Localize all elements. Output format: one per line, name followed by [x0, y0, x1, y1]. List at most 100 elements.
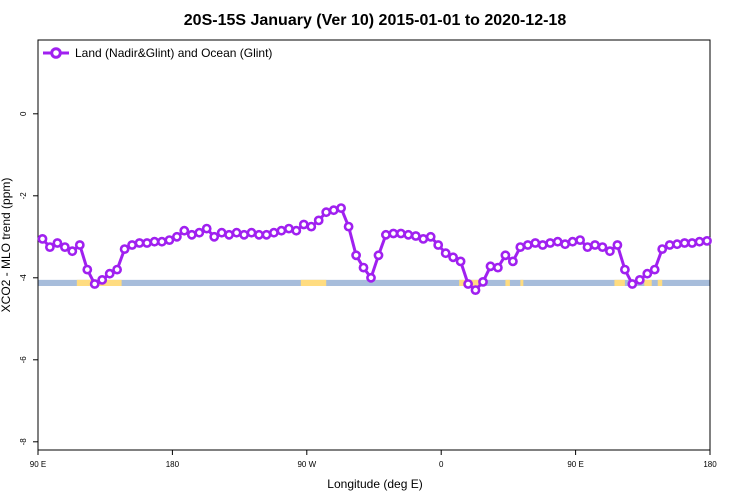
- data-point: [590, 240, 600, 250]
- x-tick-label: 90 E: [30, 460, 46, 469]
- x-tick-label: 180: [166, 460, 180, 469]
- axes: 90 E 180 90 W 0 90 E 180 0 -2 -4 -6 -8: [19, 111, 717, 469]
- data-point: [343, 221, 354, 232]
- data-point: [156, 236, 167, 247]
- y-tick-label: -4: [19, 274, 28, 282]
- data-point: [522, 240, 533, 250]
- x-tick-label: 90 W: [297, 460, 316, 469]
- data-point: [612, 240, 623, 250]
- data-point: [672, 239, 682, 250]
- data-point: [254, 229, 264, 240]
- data-point: [313, 215, 324, 226]
- data-point: [37, 233, 48, 244]
- data-point: [634, 274, 645, 285]
- data-point: [664, 240, 675, 250]
- data-point: [209, 231, 220, 242]
- data-point: [119, 244, 130, 254]
- data-point: [500, 250, 511, 261]
- land-band-segment: [657, 279, 663, 286]
- data-point: [366, 272, 376, 283]
- data-point: [455, 256, 466, 267]
- x-tick-label: 90 E: [567, 460, 583, 469]
- data-point: [194, 227, 205, 238]
- data-point: [492, 262, 503, 273]
- data-point: [268, 227, 279, 238]
- data-point: [171, 231, 182, 242]
- data-point: [351, 250, 361, 261]
- data-point: [657, 244, 668, 254]
- data-point: [321, 207, 332, 218]
- legend-label: Land (Nadir&Glint) and Ocean (Glint): [75, 46, 272, 60]
- data-point: [380, 229, 391, 240]
- data-point: [358, 262, 369, 273]
- data-point: [508, 256, 518, 267]
- data-point: [201, 223, 212, 234]
- data-point: [142, 238, 152, 248]
- data-point: [306, 221, 317, 232]
- data-point: [67, 246, 78, 257]
- data-point: [567, 236, 578, 247]
- data-point: [112, 264, 122, 275]
- data-point: [649, 264, 660, 275]
- data-point: [560, 239, 570, 250]
- data-point: [246, 227, 257, 238]
- data-point: [186, 229, 197, 240]
- data-point: [530, 238, 541, 248]
- data-point: [582, 242, 593, 252]
- chart-title: 20S-15S January (Ver 10) 2015-01-01 to 2…: [184, 12, 567, 29]
- data-point: [60, 242, 70, 252]
- data-point: [179, 225, 190, 236]
- data-point: [575, 235, 585, 245]
- x-axis-label: Longitude (deg E): [327, 477, 422, 491]
- data-point: [276, 225, 287, 236]
- land-band-segment: [505, 279, 510, 286]
- data-point: [627, 279, 638, 289]
- data-point: [440, 248, 451, 259]
- data-point: [127, 240, 137, 250]
- data-point: [104, 268, 115, 279]
- land-band-segment: [644, 279, 652, 286]
- data-point: [605, 246, 615, 257]
- data-point: [52, 238, 63, 248]
- data-point: [485, 261, 496, 272]
- data-point: [470, 285, 481, 295]
- data-point: [231, 227, 242, 238]
- data-point: [134, 238, 145, 248]
- data-point: [410, 231, 421, 241]
- data-point: [89, 279, 100, 289]
- data-point: [224, 229, 234, 240]
- y-tick-label: 0: [19, 111, 28, 116]
- data-point: [702, 235, 712, 246]
- legend-marker: [50, 47, 62, 59]
- land-band-segment: [614, 279, 625, 286]
- land-band-segment: [520, 279, 524, 286]
- plot-frame: [37, 39, 711, 451]
- data-point: [679, 238, 690, 248]
- legend: Land (Nadir&Glint) and Ocean (Glint): [43, 46, 272, 60]
- land-band-segment: [300, 279, 327, 286]
- data-point: [620, 264, 630, 275]
- data-point: [82, 264, 93, 275]
- data-point: [478, 276, 488, 287]
- y-tick-label: -8: [19, 438, 28, 446]
- data-point: [74, 240, 85, 250]
- ocean-band: [38, 279, 710, 286]
- data-point: [395, 228, 406, 239]
- data-point: [515, 242, 526, 252]
- data-point: [537, 240, 548, 250]
- data-point: [463, 279, 473, 289]
- data-point: [425, 231, 436, 242]
- data-point: [164, 235, 175, 245]
- y-tick-label: -2: [19, 192, 28, 200]
- data-point: [336, 203, 346, 213]
- data-point: [403, 229, 414, 240]
- data-point: [45, 242, 55, 252]
- data-point: [373, 250, 384, 261]
- data-point: [545, 238, 556, 248]
- y-axis-label: XCO2 - MLO trend (ppm): [0, 178, 13, 313]
- x-tick-label: 0: [439, 460, 444, 469]
- data-point: [388, 228, 399, 239]
- data-point: [642, 268, 653, 279]
- data-point: [694, 236, 705, 247]
